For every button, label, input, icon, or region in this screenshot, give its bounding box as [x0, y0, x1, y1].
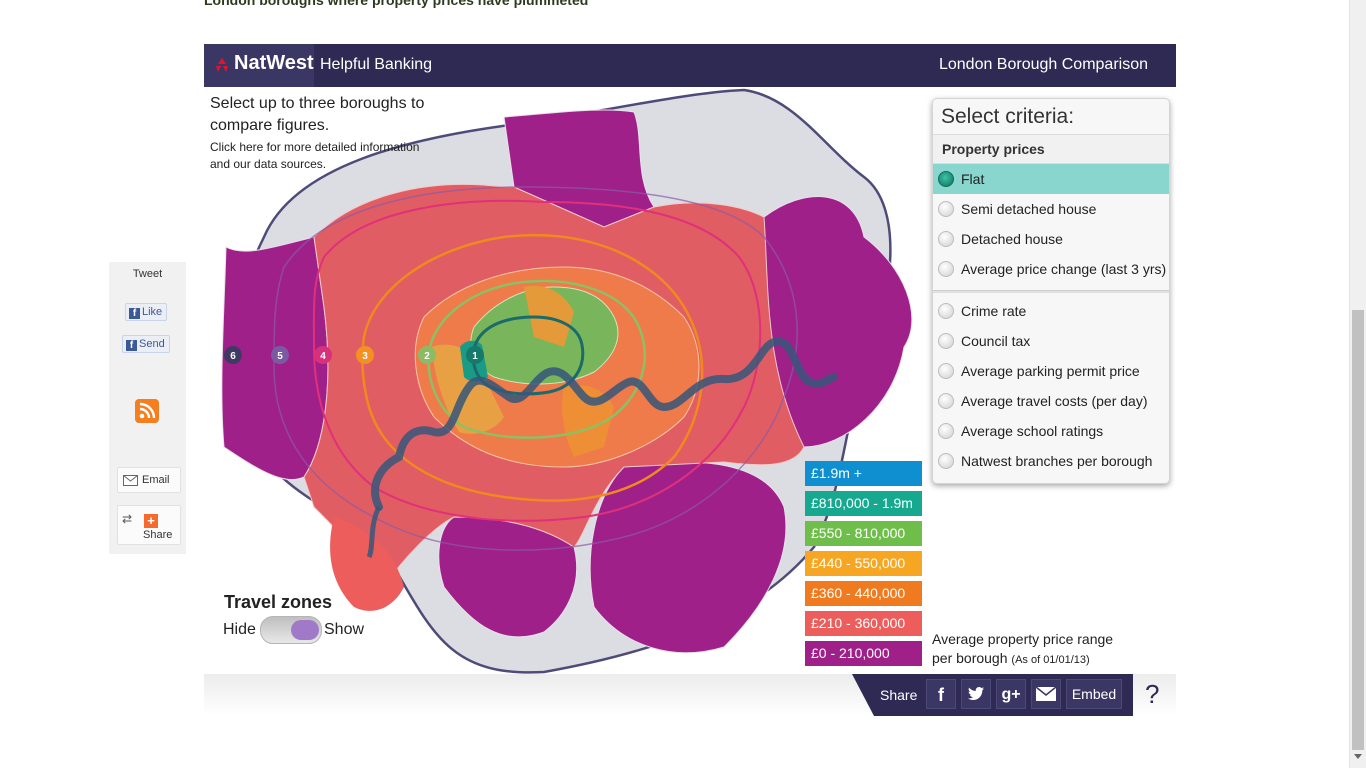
option-travel-costs[interactable]: Average travel costs (per day)	[933, 386, 1169, 416]
outer-boroughs-north[interactable]	[503, 109, 655, 228]
option-price-change[interactable]: Average price change (last 3 yrs)	[933, 254, 1169, 284]
zone-6-marker: 6	[230, 351, 236, 362]
data-sources-line-1: Click here for more detailed information	[210, 140, 420, 154]
westminster-orange[interactable]	[524, 285, 574, 347]
legend-item: £360 - 440,000	[805, 581, 922, 606]
scrollbar-thumb[interactable]	[1352, 310, 1364, 750]
radio-icon[interactable]	[938, 393, 954, 409]
zone-2-ring	[427, 279, 647, 439]
facebook-icon[interactable]: f	[926, 679, 956, 709]
radio-icon[interactable]	[938, 201, 954, 217]
email-icon[interactable]	[1031, 679, 1061, 709]
river-thames-west	[366, 505, 382, 559]
radio-icon[interactable]	[938, 303, 954, 319]
page-scrollbar[interactable]	[1349, 0, 1366, 768]
radio-icon[interactable]	[938, 261, 954, 277]
travel-zones-hide-label: Hide	[223, 621, 256, 638]
tweet-button[interactable]: Tweet	[132, 268, 163, 280]
tagline: Helpful Banking	[320, 56, 433, 73]
legend-item: £440 - 550,000	[805, 551, 922, 576]
option-council-tax[interactable]: Council tax	[933, 326, 1169, 356]
river-thames	[371, 337, 838, 511]
app-title: London Borough Comparison	[938, 56, 1148, 73]
radio-icon[interactable]	[938, 171, 954, 187]
zone-4-marker: 4	[320, 351, 326, 362]
mid-boroughs-southwest[interactable]	[330, 517, 404, 611]
zone-5-ring	[273, 186, 798, 551]
legend-item: £210 - 360,000	[805, 611, 922, 636]
article-heading: London boroughs where property prices ha…	[204, 0, 589, 8]
like-button[interactable]: f Like	[125, 303, 168, 321]
natwest-logo-icon	[216, 58, 228, 72]
option-semi-detached[interactable]: Semi detached house	[933, 194, 1169, 224]
zone-5-marker: 5	[277, 351, 283, 362]
option-crime-rate[interactable]: Crime rate	[933, 296, 1169, 326]
facebook-icon: f	[129, 308, 140, 319]
criteria-divider	[933, 290, 1169, 293]
share-arrows-icon: ⇄	[122, 512, 133, 526]
twitter-icon[interactable]	[961, 679, 991, 709]
option-parking-permit[interactable]: Average parking permit price	[933, 356, 1169, 386]
envelope-icon	[123, 475, 138, 486]
zone-3-marker: 3	[362, 351, 368, 362]
travel-zones-show-label: Show	[324, 621, 365, 638]
google-plus-icon[interactable]: g+	[996, 679, 1026, 709]
logo-block	[204, 44, 314, 87]
data-sources-line-2: and our data sources.	[210, 157, 327, 171]
travel-zones-title: Travel zones	[224, 592, 333, 612]
london-borough-map[interactable]: 6 5 4 3 2 1	[204, 87, 1176, 674]
zone-4-ring	[312, 199, 762, 522]
facebook-icon: f	[126, 340, 137, 351]
zone-1-marker: 1	[472, 351, 478, 362]
header-bar: NatWest Helpful Banking London Borough C…	[204, 44, 1176, 87]
outer-boroughs-southeast[interactable]	[589, 461, 787, 654]
legend-item: £550 - 810,000	[805, 521, 922, 546]
plus-icon: +	[144, 514, 158, 528]
legend-item: £1.9m +	[805, 461, 922, 486]
zone-3-ring	[361, 233, 704, 502]
radio-icon[interactable]	[938, 423, 954, 439]
addthis-share-button[interactable]: ⇄ + Share	[117, 505, 181, 545]
criteria-panel: Select criteria: Property prices Flat Se…	[932, 98, 1170, 484]
toggle-knob[interactable]	[291, 620, 319, 640]
zone-markers: 6 5 4 3 2 1	[224, 346, 484, 364]
radio-icon[interactable]	[938, 453, 954, 469]
scroll-down-arrow-icon[interactable]	[1354, 754, 1362, 759]
embed-button[interactable]: Embed	[1066, 679, 1122, 709]
legend-item: £0 - 210,000	[805, 641, 922, 666]
email-share-button[interactable]: Email	[117, 467, 181, 493]
data-sources-link[interactable]: Click here for more detailed information…	[210, 139, 440, 173]
share-label: Share	[880, 687, 918, 703]
zone-2-marker: 2	[424, 351, 430, 362]
travel-zones-toggle[interactable]	[260, 616, 322, 644]
radio-icon[interactable]	[938, 333, 954, 349]
option-detached[interactable]: Detached house	[933, 224, 1169, 254]
send-button[interactable]: f Send	[122, 335, 170, 353]
instructions: Select up to three boroughs to compare f…	[210, 93, 440, 137]
legend-item: £810,000 - 1.9m	[805, 491, 922, 516]
borough-comparison-widget: NatWest Helpful Banking London Borough C…	[204, 44, 1176, 716]
help-icon[interactable]: ?	[1145, 679, 1160, 709]
rss-icon[interactable]	[135, 399, 159, 423]
criteria-title: Select criteria:	[941, 105, 1075, 128]
instructions-line-2: compare figures.	[210, 117, 330, 134]
logo-text: NatWest	[234, 52, 314, 74]
option-natwest-branches[interactable]: Natwest branches per borough	[933, 446, 1169, 476]
option-flat[interactable]: Flat	[933, 164, 1169, 194]
option-school-ratings[interactable]: Average school ratings	[933, 416, 1169, 446]
legend-caption: Average property price range per borough…	[932, 631, 1114, 666]
radio-icon[interactable]	[938, 231, 954, 247]
criteria-section-property: Property prices	[933, 134, 1169, 164]
radio-icon[interactable]	[938, 363, 954, 379]
instructions-line-1: Select up to three boroughs to	[210, 95, 425, 112]
footer-bar: Share f g+ Embed ?	[204, 674, 1176, 716]
